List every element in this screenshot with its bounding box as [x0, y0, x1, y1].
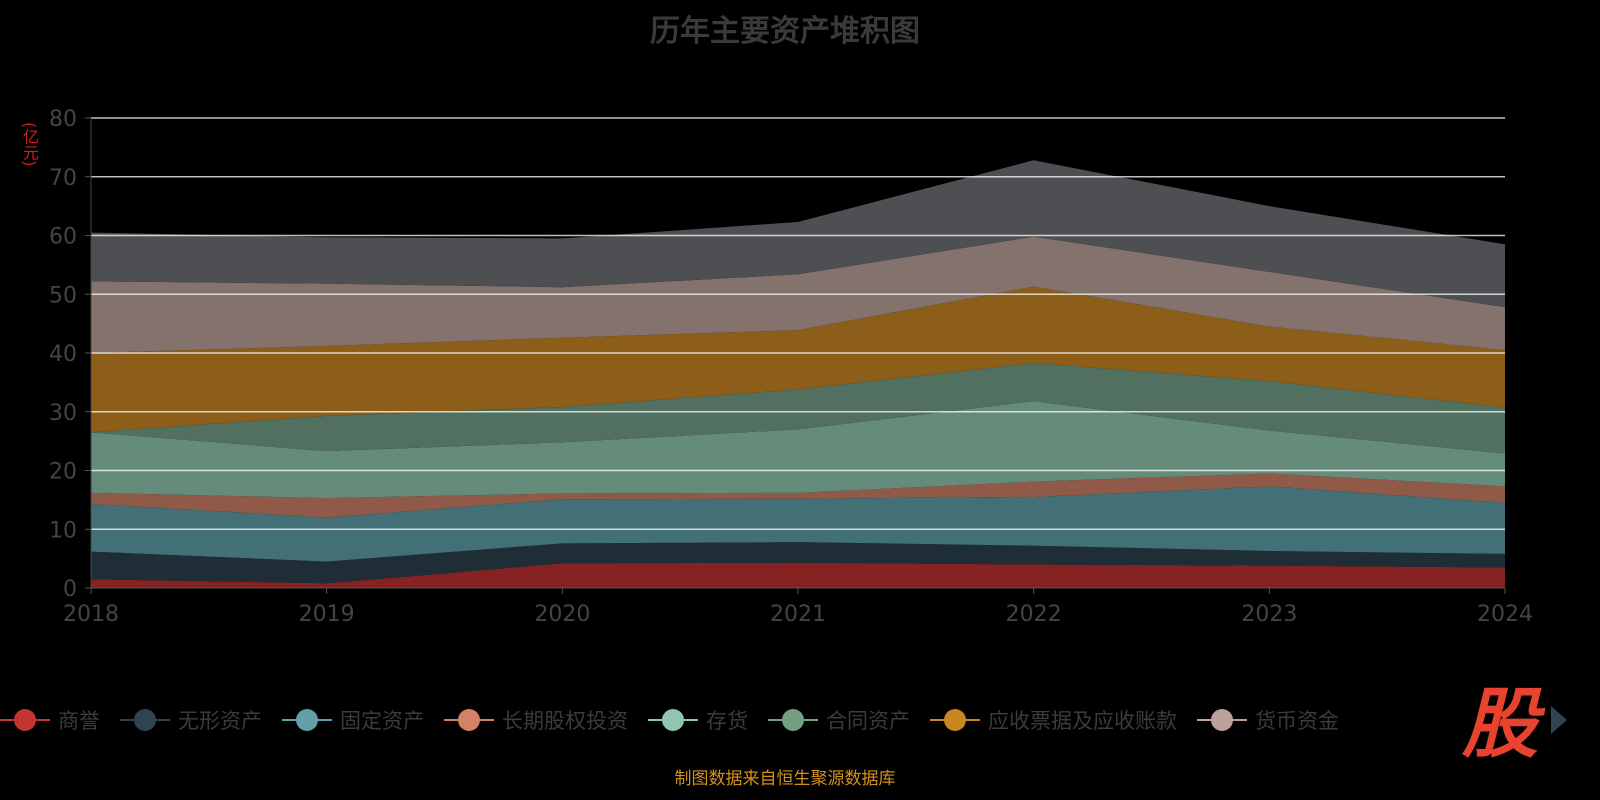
legend-label: 无形资产: [178, 709, 262, 733]
area-series-2: [91, 542, 1505, 584]
legend-marker-icon: [930, 708, 980, 732]
area-series-4: [91, 473, 1505, 518]
y-tick-label: 60: [49, 225, 77, 250]
legend-label: 应收票据及应收账款: [988, 709, 1177, 733]
x-tick-label: 2023: [1241, 602, 1297, 627]
area-series-5: [91, 401, 1505, 499]
legend-label: 货币资金: [1255, 709, 1339, 733]
area-series-6: [91, 362, 1505, 454]
area-series-3: [91, 486, 1505, 562]
x-tick-label: 2022: [1006, 602, 1062, 627]
legend-marker-icon: [648, 708, 698, 732]
legend-item[interactable]: 货币资金: [1197, 705, 1339, 735]
legend-item[interactable]: 合同资产: [768, 705, 910, 735]
area-series-1: [91, 562, 1505, 588]
legend-label: 存货: [706, 709, 748, 733]
x-tick-label: 2020: [534, 602, 590, 627]
legend-marker-icon: [444, 708, 494, 732]
y-tick-label: 10: [49, 518, 77, 543]
y-axis-label: (亿元): [20, 122, 39, 167]
data-source-note: 制图数据来自恒生聚源数据库: [674, 769, 896, 789]
x-tick-label: 2019: [299, 602, 355, 627]
legend-next-arrow-icon[interactable]: [1551, 706, 1567, 734]
legend-item[interactable]: 固定资产: [282, 705, 424, 735]
logo: 股: [1462, 679, 1538, 768]
legend-label: 商誉: [58, 709, 100, 733]
x-tick-label: 2018: [63, 602, 119, 627]
legend-marker-icon: [768, 708, 818, 732]
y-tick-label: 70: [49, 166, 77, 191]
chart-title: 历年主要资产堆积图: [650, 14, 920, 49]
legend-item[interactable]: 长期股权投资: [444, 705, 628, 735]
legend-label: 固定资产: [340, 709, 424, 733]
legend-marker-icon: [0, 708, 50, 732]
legend-marker-icon: [282, 708, 332, 732]
legend-item[interactable]: 应收票据及应收账款: [930, 705, 1177, 735]
y-tick-label: 40: [49, 342, 77, 367]
legend-label: 长期股权投资: [502, 709, 628, 733]
legend-item[interactable]: 商誉: [0, 705, 100, 735]
legend-item[interactable]: 存货: [648, 705, 748, 735]
legend-label: 合同资产: [826, 709, 910, 733]
legend-item[interactable]: 无形资产: [120, 705, 262, 735]
y-tick-label: 80: [49, 107, 77, 132]
x-tick-label: 2021: [770, 602, 826, 627]
y-tick-label: 20: [49, 460, 77, 485]
y-tick-label: 30: [49, 401, 77, 426]
area-series-7: [91, 286, 1505, 433]
legend: 商誉 无形资产 固定资产 长期股权投资 存货 合同资产 应收票据及应收账款 货币资金: [0, 704, 1359, 736]
y-tick-label: 50: [49, 283, 77, 308]
legend-marker-icon: [120, 708, 170, 732]
area-series-9: [91, 160, 1505, 308]
x-tick-label: 2024: [1477, 602, 1533, 627]
legend-marker-icon: [1197, 708, 1247, 732]
y-tick-label: 0: [63, 577, 77, 602]
